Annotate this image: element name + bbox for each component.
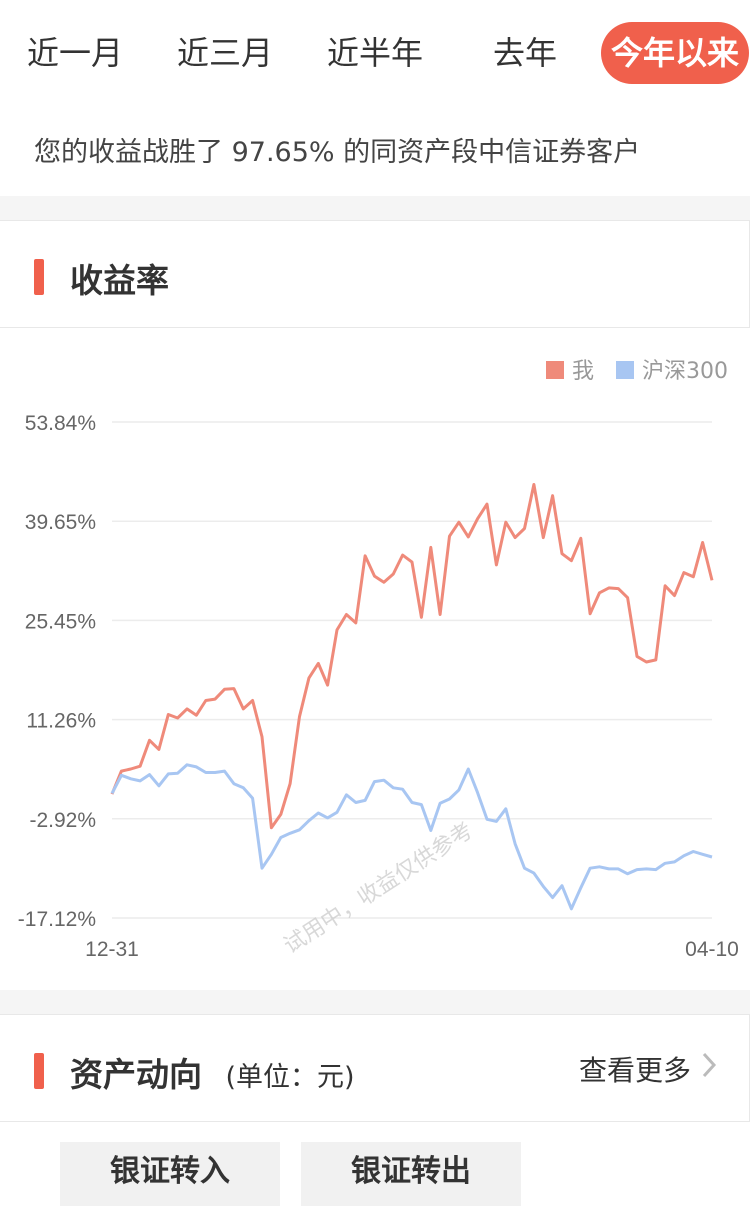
y-tick-label: 25.45% [25,610,96,633]
tab-half-year[interactable]: 近半年 [326,34,423,72]
tab-last-year[interactable]: 去年 [492,34,557,72]
watermark-text: 试用中，收益仅供参考 [280,818,478,959]
returns-title: 收益率 [70,261,169,300]
assets-title: 资产动向 (单位：元) [70,1048,355,1096]
assets-unit: (单位：元) [225,1062,355,1093]
series-line-me [110,483,714,830]
view-more-label: 查看更多 [578,1054,691,1087]
legend-me-label: 我 [572,359,594,384]
chevron-right-icon [701,1051,717,1087]
legend-me-swatch [546,361,564,379]
transfer-in-button[interactable]: 银证转入 [60,1142,280,1206]
x-tick-label-start: 12-31 [85,938,139,961]
returns-card-header: 收益率 [0,220,750,328]
y-tick-label: 11.26% [26,710,96,733]
y-tick-label: 53.84% [25,412,96,435]
assets-card-header: 资产动向 (单位：元) 查看更多 [0,1014,750,1122]
tab-one-month[interactable]: 近一月 [26,34,123,72]
y-tick-label: -2.92% [29,809,96,832]
returns-line-chart: 53.84% 39.65% 25.45% 11.26% -2.92% -17.12% 12-… [18,359,739,961]
transfer-actions: 银证转入 银证转出 [0,1122,750,1206]
x-tick-label-end: 04-10 [685,938,739,961]
transfer-out-button[interactable]: 银证转出 [301,1142,521,1206]
legend-index-label: 沪深300 [642,359,728,384]
y-tick-label: -17.12% [18,908,96,931]
series-line-index [110,763,713,911]
beat-percentage-text: 您的收益战胜了 97.65% 的同资产段中信证券客户 [0,106,750,196]
assets-title-text: 资产动向 [70,1055,202,1094]
view-more-link[interactable]: 查看更多 [579,1049,717,1089]
section-marker [34,259,44,295]
y-tick-label: 39.65% [25,511,96,534]
returns-chart: 53.84% 39.65% 25.45% 11.26% -2.92% -17.12% 12-… [0,328,750,990]
legend-index-swatch [616,361,634,379]
tab-three-months[interactable]: 近三月 [176,34,273,72]
section-marker [34,1053,44,1089]
period-tabs: 近一月 近三月 近半年 去年 今年以来 [0,0,750,106]
tab-year-to-date[interactable]: 今年以来 [601,22,749,84]
